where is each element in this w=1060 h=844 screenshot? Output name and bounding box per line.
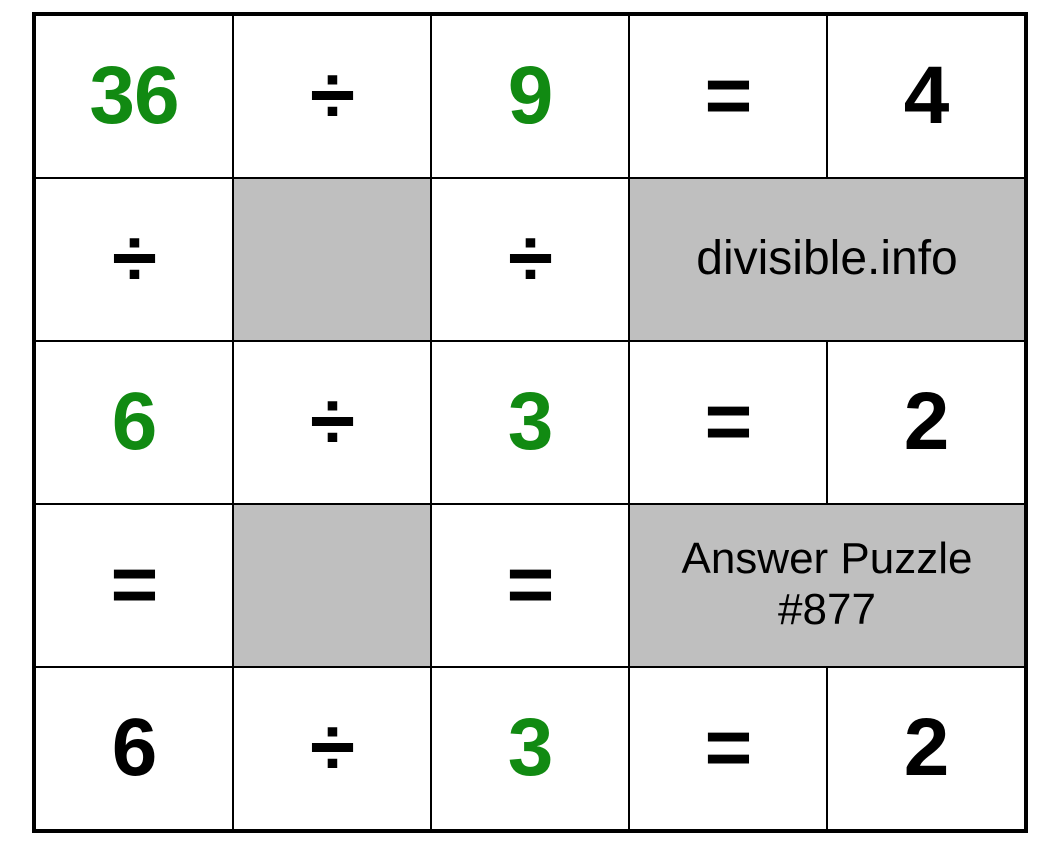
cell-r2c2-shaded bbox=[233, 178, 431, 341]
cell-r5c5: 2 bbox=[827, 667, 1025, 830]
cell-r3c5: 2 bbox=[827, 341, 1025, 504]
cell-r1c2: ÷ bbox=[233, 15, 431, 178]
cell-r5c3: 3 bbox=[431, 667, 629, 830]
cell-r4c2-shaded bbox=[233, 504, 431, 667]
puzzle-grid: 36 ÷ 9 = 4 ÷ ÷ divisible.info 6 ÷ 3 = 2 … bbox=[32, 12, 1028, 833]
cell-r5c4: = bbox=[629, 667, 827, 830]
cell-r3c4: = bbox=[629, 341, 827, 504]
cell-r1c3: 9 bbox=[431, 15, 629, 178]
cell-r1c1: 36 bbox=[35, 15, 233, 178]
cell-r2c1: ÷ bbox=[35, 178, 233, 341]
cell-r2c3: ÷ bbox=[431, 178, 629, 341]
cell-r4c1: = bbox=[35, 504, 233, 667]
cell-r3c1: 6 bbox=[35, 341, 233, 504]
cell-r5c1: 6 bbox=[35, 667, 233, 830]
cell-r1c4: = bbox=[629, 15, 827, 178]
cell-r4c3: = bbox=[431, 504, 629, 667]
site-label: divisible.info bbox=[629, 178, 1025, 341]
cell-r1c5: 4 bbox=[827, 15, 1025, 178]
cell-r3c3: 3 bbox=[431, 341, 629, 504]
cell-r5c2: ÷ bbox=[233, 667, 431, 830]
cell-r3c2: ÷ bbox=[233, 341, 431, 504]
puzzle-label: Answer Puzzle #877 bbox=[629, 504, 1025, 667]
